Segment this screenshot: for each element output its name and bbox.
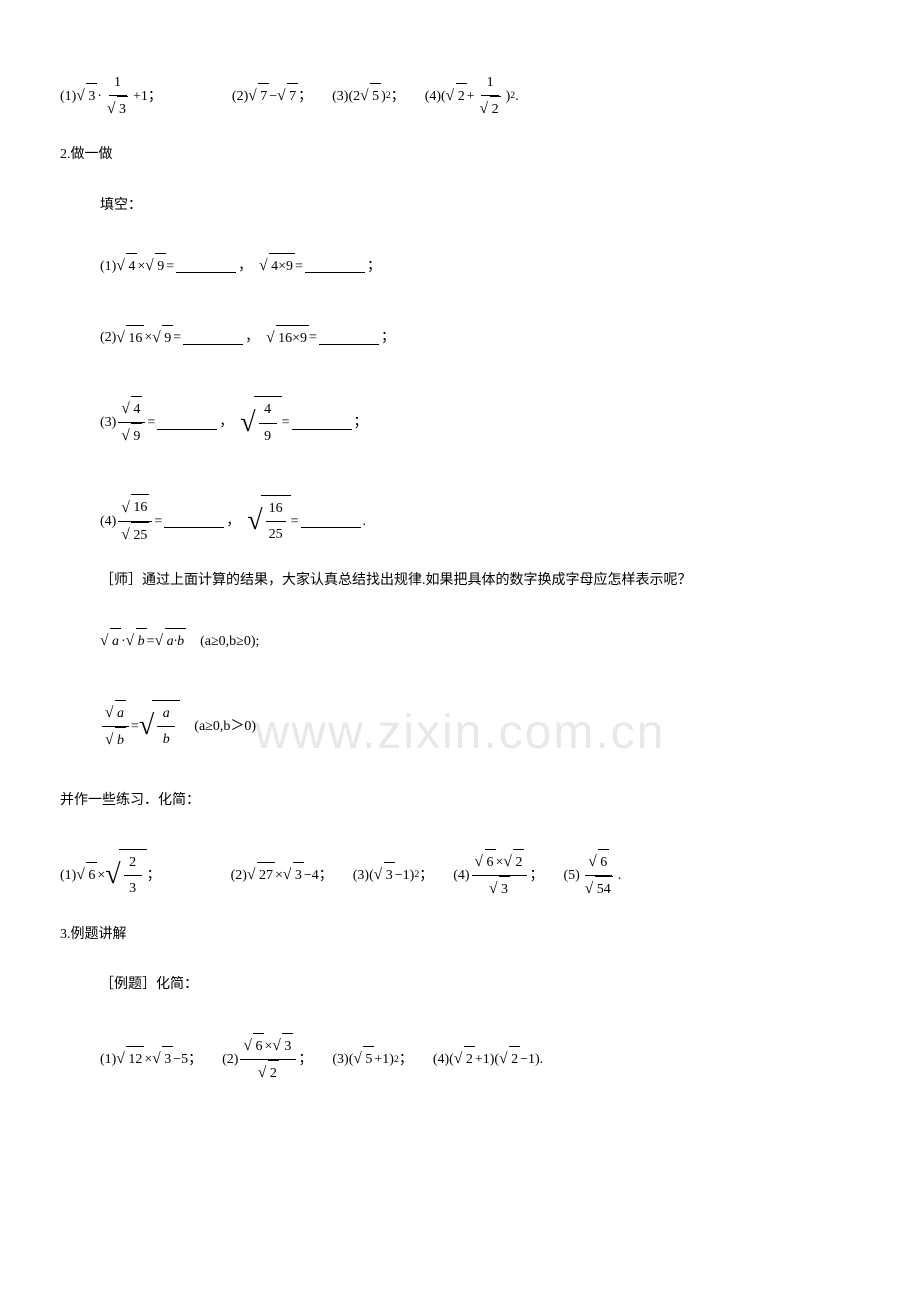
example-line: (1)12×3−5； (2)6×32； (3)(5+1)2； (4)(2+1)(…	[60, 1033, 860, 1086]
example-1: (1)12×3−5；	[100, 1046, 202, 1072]
section-3-subheading: ［例题］化简：	[60, 972, 860, 997]
expr-1-1: (1)3·13+1；	[60, 70, 162, 122]
page-content: (1)3·13+1； (2)7 − 7； (3)(25)2； (4)(2+12)…	[60, 70, 860, 1086]
practice-5: (5)654.	[563, 849, 621, 902]
fill-4: (4)1625=， √1625=.	[60, 494, 860, 547]
practice-intro: 并作一些练习．化简：	[60, 788, 860, 813]
fill-3: (3)49=， √49=；	[60, 396, 860, 449]
formula-2-cond: (a≥0,b＞0)	[194, 714, 256, 739]
practice-4: (4)6×23；	[453, 849, 543, 902]
example-4: (4)(2+1)(2−1).	[433, 1046, 543, 1072]
formula-1: a·b = a·b (a≥0,b≥0);	[60, 628, 860, 654]
practice-line: (1)6×√23； (2)27×3−4； (3)(3−1)2； (4)6×23；…	[60, 849, 860, 902]
expr-1-2: (2)7 − 7；	[232, 83, 312, 109]
formula-2: ab = √ab (a≥0,b＞0)	[60, 700, 860, 753]
section-3-heading: 3.例题讲解	[60, 922, 860, 947]
expr-1-4: (4)(2+12)2.	[425, 70, 519, 122]
fill-1: (1)4×9=， 4×9=；	[60, 253, 860, 279]
section-2: 2.做一做 填空： (1)4×9=， 4×9=； (2)16×9=， 16×9=…	[60, 142, 860, 547]
teacher-note: ［师］通过上面计算的结果，大家认真总结找出规律.如果把具体的数字换成字母应怎样表…	[60, 568, 860, 593]
section-2-heading: 2.做一做	[60, 142, 860, 167]
example-3: (3)(5+1)2；	[332, 1046, 412, 1072]
practice-2: (2)27×3−4；	[231, 862, 333, 888]
fill-2: (2)16×9=， 16×9=；	[60, 325, 860, 351]
section-3: 3.例题讲解 ［例题］化简： (1)12×3−5； (2)6×32； (3)(5…	[60, 922, 860, 1086]
section-2-subheading: 填空：	[60, 193, 860, 218]
practice-1: (1)6×√23；	[60, 849, 161, 901]
formula-1-cond: (a≥0,b≥0);	[200, 629, 259, 654]
expr-line-1: (1)3·13+1； (2)7 − 7； (3)(25)2； (4)(2+12)…	[60, 70, 860, 122]
example-2: (2)6×32；	[222, 1033, 312, 1086]
expr-1-3: (3)(25)2；	[332, 83, 405, 109]
practice-3: (3)(3−1)2；	[353, 862, 433, 888]
